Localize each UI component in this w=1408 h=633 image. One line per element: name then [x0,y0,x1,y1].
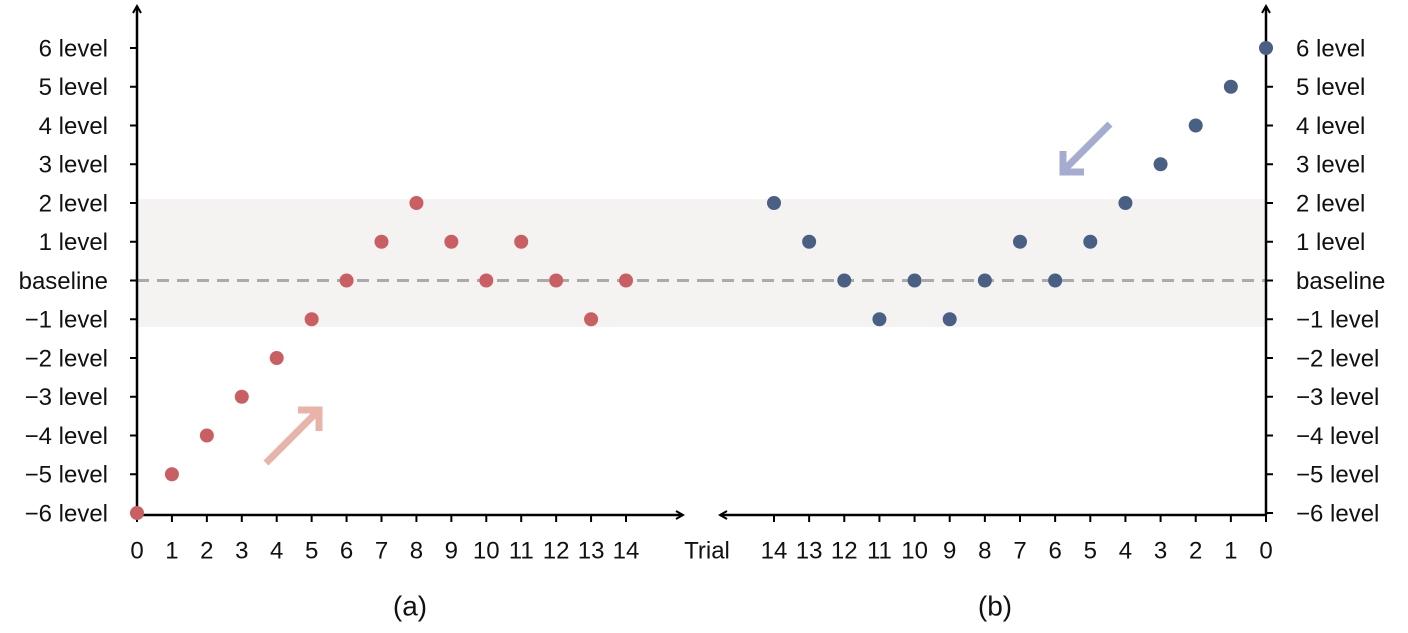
y-tick-label: −4 level [25,423,108,450]
data-point [619,273,633,288]
highlight-band [702,199,1266,327]
x-tick-label: 9 [445,537,458,564]
data-point [304,312,319,327]
x-tick-label: 7 [375,537,388,564]
y-tick-label: −1 level [1296,307,1379,334]
y-tick-label: baseline [19,268,108,295]
y-tick-label: 6 level [39,35,108,62]
y-tick-label: 5 level [39,74,108,101]
data-point [549,273,564,288]
x-tick-label: 0 [1259,537,1272,564]
data-point [1048,273,1063,288]
data-point [130,506,144,520]
data-point [802,234,817,249]
y-tick-label: −6 level [25,500,108,527]
data-point [444,234,459,249]
data-point [1188,118,1203,133]
data-point [1083,234,1098,249]
x-tick-label: 12 [543,537,570,564]
caption: (a) [393,590,427,621]
y-tick-label: −3 level [1296,384,1379,411]
trend-arrow-up [263,410,319,466]
x-tick-label: 4 [270,537,283,564]
data-point [907,273,922,288]
y-tick-label: −6 level [1296,500,1379,527]
y-tick-label: baseline [1296,268,1385,295]
y-tick-label: 5 level [1296,74,1365,101]
data-point [199,428,214,443]
data-point [872,312,887,327]
y-tick-label: 2 level [39,190,108,217]
x-tick-label: 5 [305,537,318,564]
data-point [837,273,852,288]
data-point [584,312,599,327]
data-point [479,273,494,288]
x-tick-label: 8 [978,537,991,564]
data-point [977,273,992,288]
x-tick-label: 8 [410,537,423,564]
x-tick-label: 1 [1224,537,1237,564]
x-tick-label: 14 [761,537,788,564]
data-point [234,389,249,404]
x-tick-label: 10 [473,537,500,564]
data-point [269,351,284,365]
y-tick-label: −2 level [1296,345,1379,372]
x-tick-label: 2 [1189,537,1202,564]
x-tick-label: 13 [796,537,823,564]
data-point [1118,196,1133,210]
trend-arrow-down-head [1059,151,1084,176]
data-point [339,273,354,288]
x-tick-label: 13 [578,537,605,564]
x-tick-label: 6 [1048,537,1061,564]
data-point [409,196,424,210]
y-tick-label: 1 level [1296,229,1365,256]
y-tick-label: −3 level [25,384,108,411]
x-tick-label: 1 [165,537,178,564]
caption: (b) [978,590,1012,621]
x-tick-label: 11 [867,537,892,564]
y-tick-label: 2 level [1296,190,1365,217]
trend-arrow-down [1063,121,1113,171]
x-tick-label: 12 [831,537,858,564]
x-tick-label: 2 [200,537,213,564]
x-tick-label: 6 [340,537,353,564]
data-point [164,467,179,482]
x-tick-label: 5 [1084,537,1097,564]
y-tick-label: 4 level [1296,113,1365,140]
data-point [1223,79,1238,94]
y-tick-label: 3 level [39,152,108,179]
y-tick-label: −4 level [1296,423,1379,450]
y-tick-label: −5 level [1296,462,1379,489]
x-tick-label: 0 [130,537,143,564]
y-tick-label: 6 level [1296,35,1365,62]
y-tick-label: −5 level [25,462,108,489]
x-tick-label: 10 [901,537,928,564]
trend-arrow-up-head [298,406,323,431]
y-tick-label: 3 level [1296,152,1365,179]
data-point [942,312,957,327]
x-axis-label: Trial [684,537,730,564]
background-layer [137,199,1266,327]
y-tick-label: −2 level [25,345,108,372]
x-tick-label: 3 [235,537,248,564]
data-point [767,196,781,210]
data-point [1259,41,1273,55]
x-tick-label: 7 [1013,537,1026,564]
y-tick-label: 1 level [39,229,108,256]
y-tick-label: −1 level [25,307,108,334]
x-tick-label: 11 [509,537,534,564]
x-tick-label: 9 [943,537,956,564]
highlight-band [137,199,702,327]
data-point [1153,157,1168,172]
data-point [374,234,389,249]
x-tick-label: 4 [1119,537,1132,564]
data-point [1013,234,1027,249]
data-point [514,234,529,249]
x-tick-label: 14 [613,537,640,564]
x-tick-label: 3 [1154,537,1167,564]
y-tick-label: 4 level [39,113,108,140]
